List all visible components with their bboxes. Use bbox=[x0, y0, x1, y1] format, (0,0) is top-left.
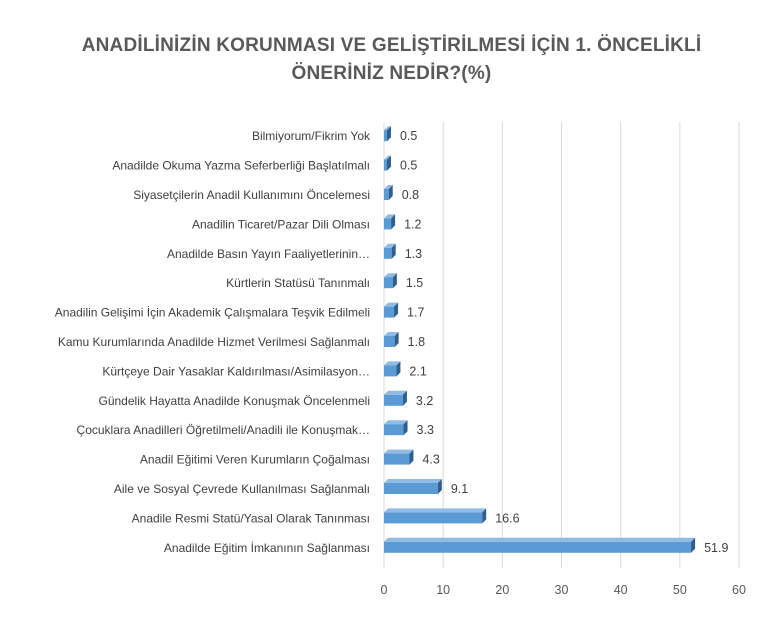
data-label-5: 1.5 bbox=[406, 276, 423, 290]
category-label-5: Kürtlerin Statüsü Tanınmalı bbox=[226, 276, 370, 290]
bar-top-1 bbox=[384, 155, 391, 160]
x-tick-label-6: 60 bbox=[732, 583, 746, 597]
bar-0 bbox=[384, 130, 387, 142]
bar-side-4 bbox=[391, 243, 396, 259]
data-label-9: 3.2 bbox=[416, 394, 433, 408]
bar-top-9 bbox=[384, 390, 407, 395]
bar-top-11 bbox=[384, 449, 414, 454]
bar-13 bbox=[384, 512, 483, 524]
x-tick-label-3: 30 bbox=[555, 583, 569, 597]
category-label-0: Bilmiyorum/Fikrim Yok bbox=[252, 129, 371, 143]
data-label-11: 4.3 bbox=[422, 453, 439, 467]
bar-side-7 bbox=[394, 332, 399, 347]
bar-top-2 bbox=[384, 185, 393, 189]
data-label-0: 0.5 bbox=[400, 129, 417, 143]
chart-title-line-2: ÖNERİNİZ NEDİR?(%) bbox=[291, 63, 492, 84]
bar-5 bbox=[384, 277, 393, 289]
chart-title-line-1: ANADİLİNİZİN KORUNMASI VE GELİŞTİRİLMESİ… bbox=[81, 35, 702, 56]
data-label-8: 2.1 bbox=[409, 364, 426, 378]
category-label-4: Anadilde Basın Yayın Faaliyetlerinin… bbox=[167, 247, 370, 261]
x-tick-label-4: 40 bbox=[614, 583, 628, 597]
bar-side-8 bbox=[396, 361, 401, 377]
bar-top-12 bbox=[384, 479, 442, 483]
data-label-13: 16.6 bbox=[495, 511, 519, 525]
bar-side-12 bbox=[437, 479, 442, 494]
bar-8 bbox=[384, 365, 397, 377]
bar-side-5 bbox=[392, 273, 397, 289]
bar-4 bbox=[384, 247, 392, 259]
data-label-7: 1.8 bbox=[408, 335, 425, 349]
bar-6 bbox=[384, 306, 395, 318]
bar-top-13 bbox=[384, 508, 487, 513]
bar-side-14 bbox=[691, 537, 696, 553]
x-tick-label-2: 20 bbox=[495, 583, 509, 597]
data-label-6: 1.7 bbox=[407, 306, 424, 320]
bar-side-3 bbox=[391, 214, 396, 230]
data-label-2: 0.8 bbox=[402, 188, 419, 202]
category-label-13: Anadile Resmi Statü/Yasal Olarak Tanınma… bbox=[132, 511, 370, 525]
bar-side-2 bbox=[388, 185, 393, 200]
bar-2 bbox=[384, 189, 389, 200]
data-label-12: 9.1 bbox=[451, 482, 468, 496]
category-label-1: Anadilde Okuma Yazma Seferberliği Başlat… bbox=[112, 159, 370, 173]
category-label-6: Anadilin Gelişimi İçin Akademik Çalışmal… bbox=[55, 306, 370, 320]
category-label-7: Kamu Kurumlarında Anadilde Hizmet Verilm… bbox=[58, 335, 370, 349]
bar-top-3 bbox=[384, 214, 396, 219]
category-label-8: Kürtçeye Dair Yasaklar Kaldırılması/Asim… bbox=[102, 364, 370, 378]
bar-10 bbox=[384, 424, 404, 436]
x-tick-label-0: 0 bbox=[381, 583, 388, 597]
category-label-11: Anadil Eğitimi Veren Kurumların Çoğalmas… bbox=[140, 453, 370, 467]
data-label-10: 3.3 bbox=[417, 423, 434, 437]
bar-1 bbox=[384, 159, 387, 171]
bar-9 bbox=[384, 394, 403, 406]
bar-top-14 bbox=[384, 537, 696, 542]
data-label-1: 0.5 bbox=[400, 159, 417, 173]
bar-3 bbox=[384, 218, 392, 230]
bar-top-7 bbox=[384, 332, 399, 336]
chart-title: ANADİLİNİZİN KORUNMASI VE GELİŞTİRİLMESİ… bbox=[0, 32, 783, 88]
category-label-2: Siyasetçilerin Anadil Kullanımını Öncele… bbox=[133, 188, 370, 202]
category-label-12: Aile ve Sosyal Çevrede Kullanılması Sağl… bbox=[114, 482, 370, 496]
category-label-10: Çocuklara Anadilleri Öğretilmeli/Anadili… bbox=[77, 423, 370, 437]
bar-top-0 bbox=[384, 126, 391, 131]
bar-side-13 bbox=[482, 508, 487, 524]
bar-14 bbox=[384, 541, 692, 553]
x-tick-label-1: 10 bbox=[436, 583, 450, 597]
data-label-14: 51.9 bbox=[704, 541, 728, 555]
bar-side-10 bbox=[403, 420, 408, 436]
bar-side-6 bbox=[394, 302, 399, 318]
category-label-9: Gündelik Hayatta Anadilde Konuşmak Öncel… bbox=[99, 394, 371, 408]
bar-top-10 bbox=[384, 420, 408, 425]
bar-top-8 bbox=[384, 361, 401, 366]
bar-11 bbox=[384, 453, 410, 465]
bar-12 bbox=[384, 483, 438, 494]
x-tick-label-5: 50 bbox=[673, 583, 687, 597]
category-label-3: Anadilin Ticaret/Pazar Dili Olması bbox=[192, 217, 370, 231]
bar-side-11 bbox=[409, 449, 414, 465]
bar-side-0 bbox=[386, 126, 391, 142]
bar-side-1 bbox=[386, 155, 391, 171]
bar-top-6 bbox=[384, 302, 399, 307]
bar-side-9 bbox=[402, 390, 407, 406]
data-label-4: 1.3 bbox=[405, 247, 422, 261]
bar-7 bbox=[384, 336, 395, 347]
bar-top-5 bbox=[384, 273, 397, 278]
category-label-14: Anadilde Eğitim İmkanının Sağlanması bbox=[164, 541, 370, 555]
data-label-3: 1.2 bbox=[404, 217, 421, 231]
bar-top-4 bbox=[384, 243, 396, 248]
